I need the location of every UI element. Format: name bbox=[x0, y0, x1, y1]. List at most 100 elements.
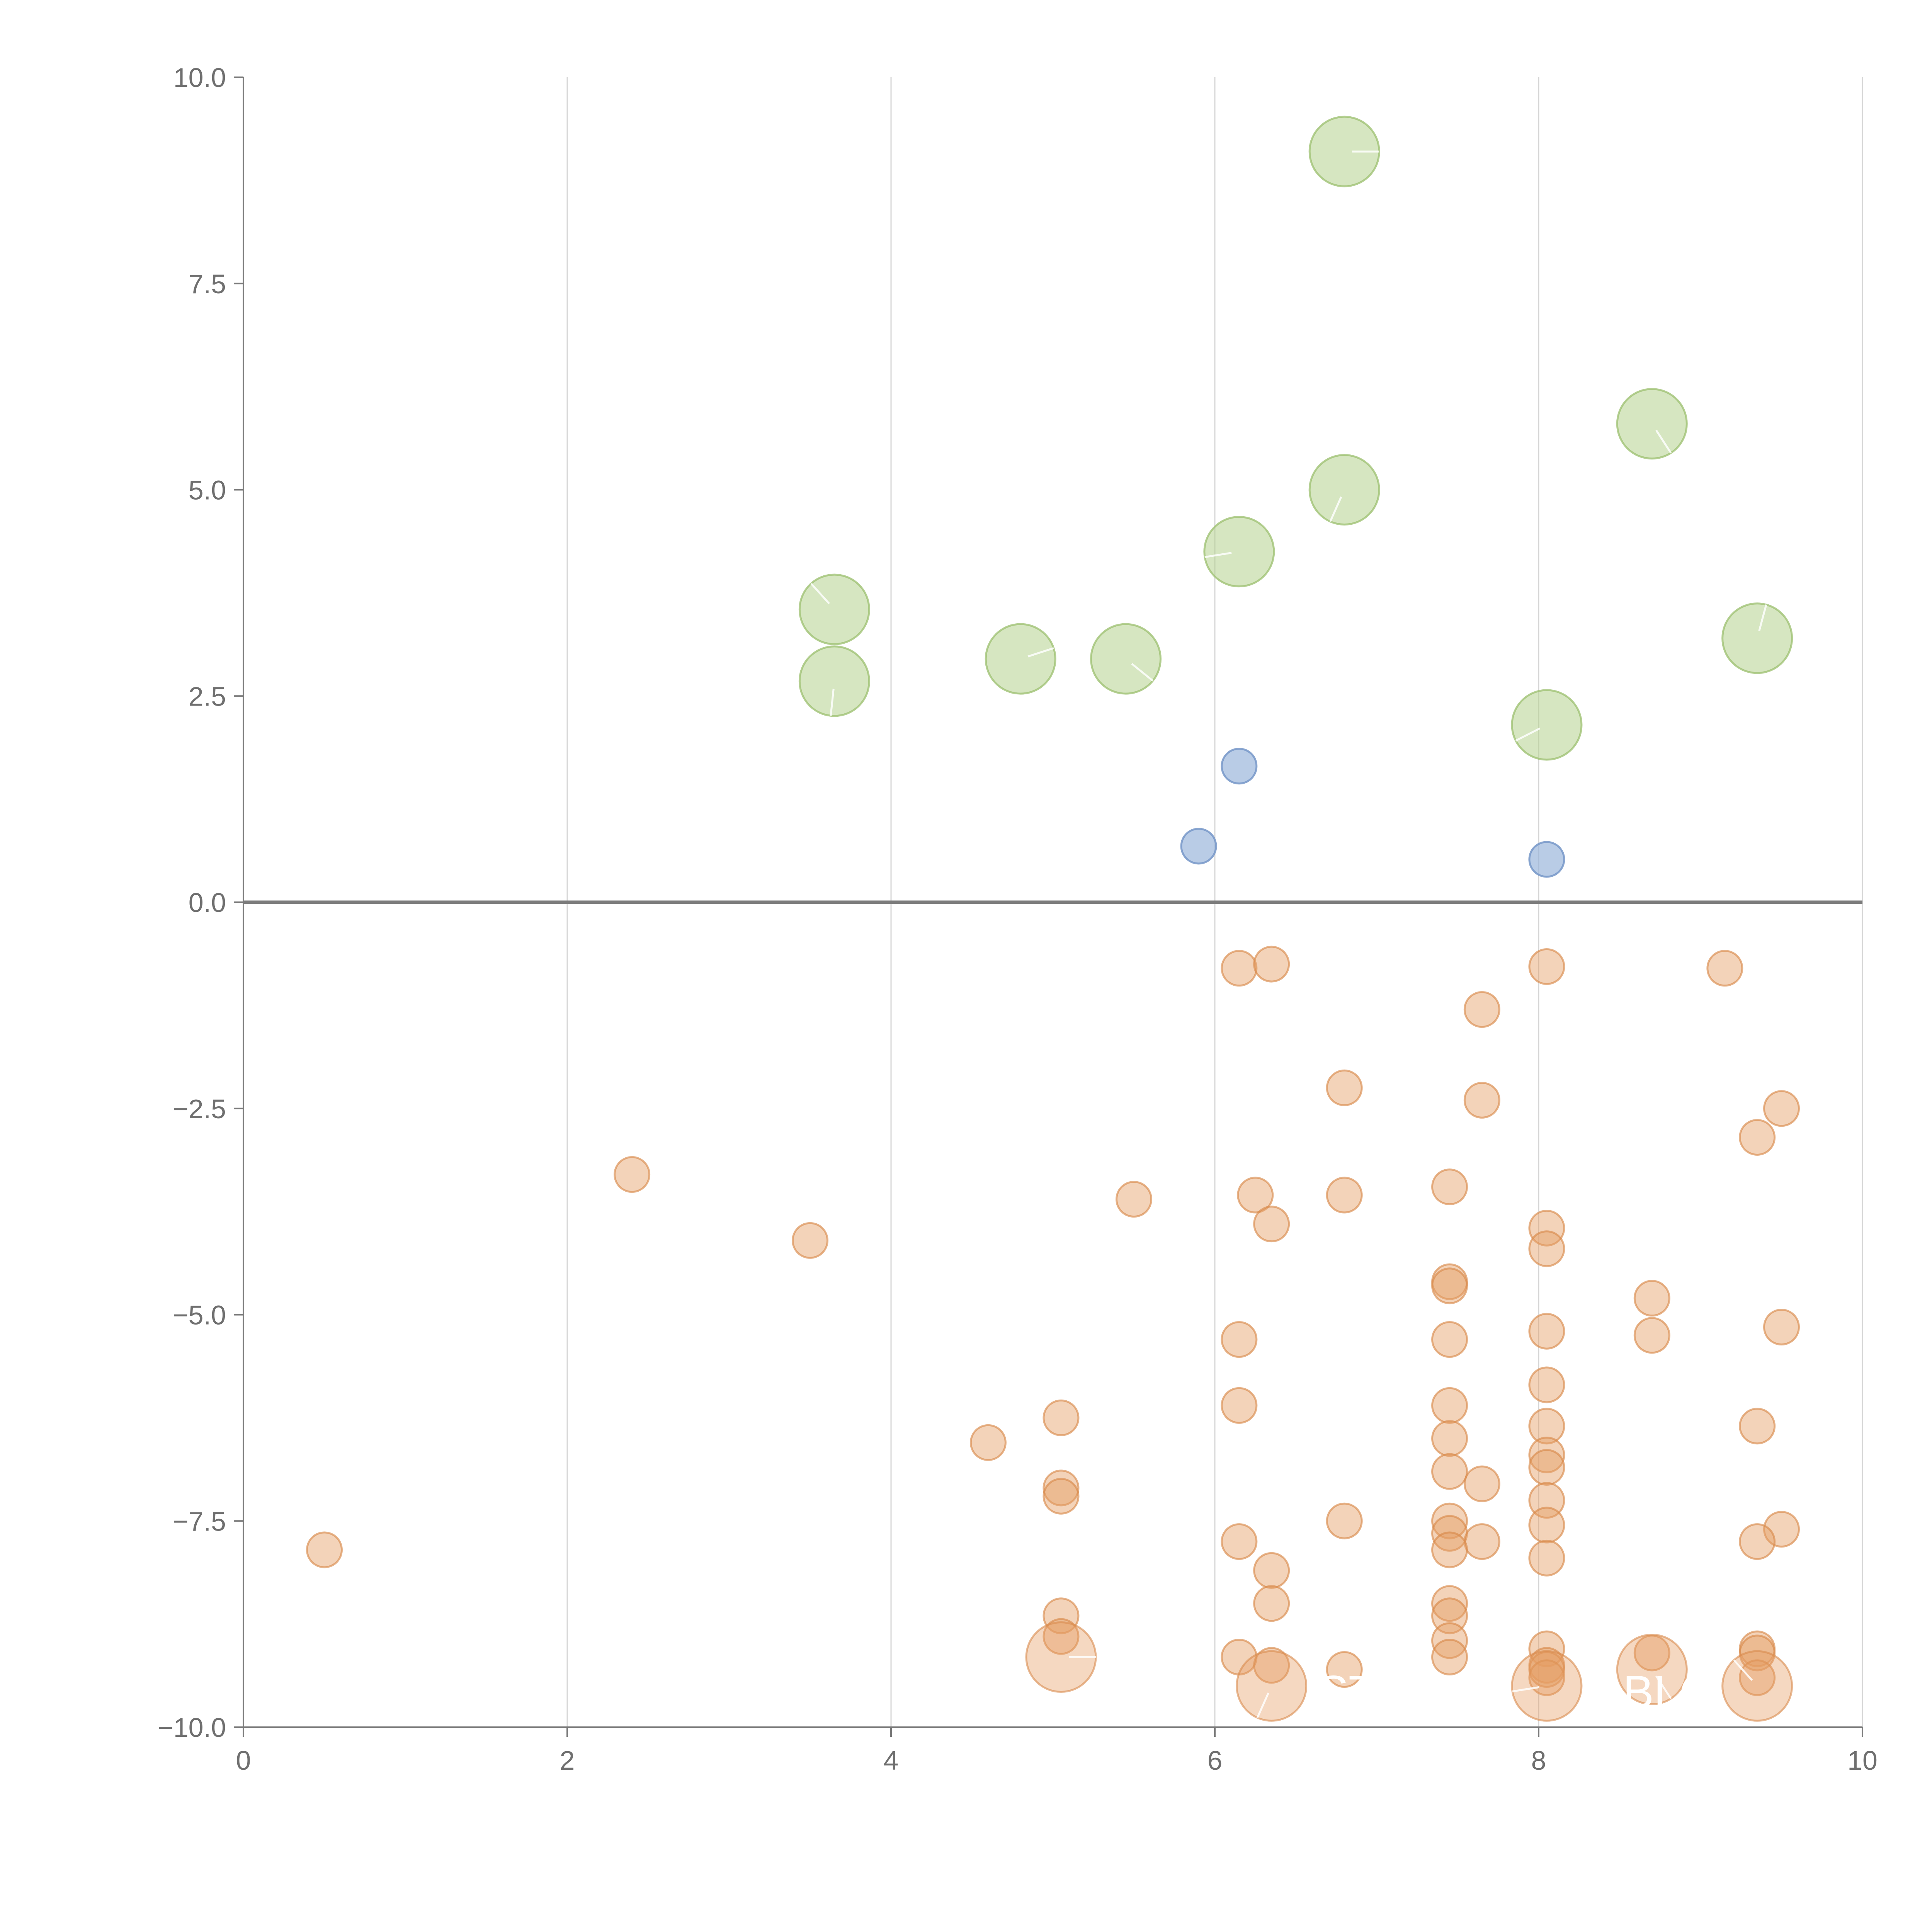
x-tick-label-0: 0 bbox=[236, 1745, 251, 1776]
bubble-negative-37 bbox=[1463, 1465, 1500, 1502]
bubble-negative-65 bbox=[1253, 1647, 1290, 1684]
bubble-negative-large-3 bbox=[1511, 1650, 1583, 1722]
bubble-negative-3 bbox=[1706, 950, 1743, 987]
axes: 0 2 4 6 8 10 10.0 7.5 5.0 2.5 0.0 −2.5 −5.0 −7.5 −10.0 bbox=[158, 63, 1878, 1776]
bubble-negative-7 bbox=[1739, 1119, 1776, 1156]
bubble-negative-23 bbox=[1221, 1321, 1258, 1358]
bubble-negative-57 bbox=[1043, 1618, 1080, 1655]
bubble-large-positive-6 bbox=[985, 623, 1056, 695]
leader-line-large-positive-8 bbox=[830, 689, 835, 716]
bubble-negative-8 bbox=[1763, 1090, 1800, 1127]
bubble-negative-22 bbox=[1763, 1309, 1800, 1346]
bubble-negative-27 bbox=[1221, 1387, 1258, 1424]
bubble-negative-49 bbox=[306, 1531, 343, 1568]
bubble-negative-43 bbox=[1763, 1511, 1800, 1548]
bubble-small-positive-0 bbox=[1221, 748, 1258, 785]
bubble-negative-19 bbox=[1431, 1267, 1468, 1304]
bubble-negative-30 bbox=[1528, 1408, 1565, 1445]
bubble-negative-10 bbox=[792, 1222, 828, 1259]
bubble-negative-44 bbox=[1528, 1507, 1565, 1544]
x-tick-label-5: 10 bbox=[1847, 1745, 1878, 1776]
leader-line-large-positive-6 bbox=[1027, 647, 1054, 658]
leader-line-large-positive-9 bbox=[1515, 727, 1541, 742]
leader-line-negative-large-3 bbox=[1512, 1686, 1539, 1692]
bubble-negative-55 bbox=[1043, 1597, 1080, 1634]
y-tick-label-1: 7.5 bbox=[189, 269, 226, 299]
annotation-label-1: ST bbox=[1318, 1666, 1377, 1718]
y-tick-label-5: −2.5 bbox=[173, 1094, 226, 1124]
bubble-large-positive-3 bbox=[1203, 516, 1275, 588]
annotation-label-2: BLO bbox=[1623, 1666, 1716, 1718]
bubble-negative-39 bbox=[1043, 1478, 1080, 1515]
bubble-large-positive-2 bbox=[1308, 454, 1380, 526]
bubble-large-positive-5 bbox=[1721, 602, 1793, 674]
x-tick-label-2: 4 bbox=[884, 1745, 899, 1776]
bubble-negative-46 bbox=[1221, 1523, 1258, 1560]
bubble-negative-6 bbox=[1463, 1082, 1500, 1119]
bubble-negative-13 bbox=[1253, 1206, 1290, 1243]
bubble-negative-15 bbox=[1431, 1168, 1468, 1206]
bubble-negative-16 bbox=[1528, 1209, 1565, 1247]
bubble-negative-54 bbox=[1431, 1585, 1468, 1622]
bubble-negative-26 bbox=[1528, 1366, 1565, 1403]
leader-line-large-positive-1 bbox=[1655, 430, 1672, 454]
bubble-labels: ST BLO bbox=[810, 150, 1767, 1718]
bubble-negative-63 bbox=[1431, 1639, 1468, 1676]
bubble-negative-24 bbox=[1431, 1321, 1468, 1358]
bubble-negative-34 bbox=[1528, 1436, 1565, 1473]
y-tick-label-3: 2.5 bbox=[189, 681, 226, 711]
bubble-large-positive-8 bbox=[798, 645, 870, 717]
leader-line-negative-large-2 bbox=[1256, 1692, 1269, 1718]
bubble-negative-50 bbox=[1431, 1531, 1468, 1568]
bubble-small-positive-1 bbox=[1180, 828, 1217, 865]
bubble-large-positive-4 bbox=[798, 573, 870, 645]
y-tick-label-0: 10.0 bbox=[173, 63, 226, 93]
leader-line-large-positive-3 bbox=[1204, 552, 1232, 558]
bubble-negative-38 bbox=[1043, 1469, 1080, 1507]
bubble-negative-29 bbox=[1043, 1399, 1080, 1436]
bubble-negative-35 bbox=[1528, 1449, 1565, 1486]
bubble-large-positive-1 bbox=[1616, 388, 1688, 460]
bubble-negative-14 bbox=[1326, 1177, 1363, 1214]
bubble-negative-17 bbox=[1528, 1230, 1565, 1267]
leader-line-large-positive-4 bbox=[810, 583, 830, 604]
bubble-negative-2 bbox=[1528, 948, 1565, 985]
bubbles bbox=[306, 116, 1800, 1722]
leader-line-large-positive-7 bbox=[1131, 663, 1154, 682]
y-tick-label-7: −7.5 bbox=[173, 1506, 226, 1536]
y-tick-label-8: −10.0 bbox=[158, 1713, 226, 1743]
y-tick-label-4: 0.0 bbox=[189, 888, 226, 918]
bubble-large-positive-7 bbox=[1090, 623, 1162, 695]
bubble-negative-large-2 bbox=[1236, 1650, 1308, 1722]
bubble-negative-47 bbox=[1463, 1523, 1500, 1560]
bubble-negative-9 bbox=[614, 1156, 651, 1193]
bubble-negative-12 bbox=[1237, 1177, 1274, 1214]
y-tick-label-6: −5.0 bbox=[173, 1300, 226, 1330]
bubble-negative-31 bbox=[1739, 1408, 1776, 1445]
x-tick-label-1: 2 bbox=[560, 1745, 575, 1776]
leader-line-negative-large-1 bbox=[1655, 1675, 1672, 1699]
bubble-negative-48 bbox=[1739, 1523, 1776, 1560]
leader-line-large-positive-2 bbox=[1329, 496, 1342, 522]
bubble-negative-53 bbox=[1253, 1585, 1290, 1622]
bubble-negative-51 bbox=[1528, 1539, 1565, 1577]
bubble-negative-36 bbox=[1431, 1453, 1468, 1490]
bubble-large-positive-9 bbox=[1511, 689, 1583, 761]
x-tick-label-4: 8 bbox=[1531, 1745, 1546, 1776]
bubble-negative-large-1 bbox=[1616, 1634, 1688, 1706]
bubble-negative-68 bbox=[1326, 1651, 1363, 1688]
bubble-negative-0 bbox=[1221, 950, 1258, 987]
bubble-negative-52 bbox=[1253, 1552, 1290, 1589]
bubble-negative-25 bbox=[1528, 1313, 1565, 1350]
bubble-negative-21 bbox=[1633, 1317, 1670, 1354]
bubble-negative-33 bbox=[1431, 1420, 1468, 1457]
bubble-negative-11 bbox=[1116, 1181, 1152, 1218]
bubble-small-positive-2 bbox=[1528, 841, 1565, 878]
leader-line-negative-large-4 bbox=[1733, 1659, 1753, 1681]
bubble-negative-5 bbox=[1326, 1069, 1363, 1106]
leader-line-large-positive-5 bbox=[1758, 604, 1767, 631]
bubble-negative-1 bbox=[1253, 946, 1290, 983]
bubble-negative-70 bbox=[1739, 1659, 1776, 1696]
y-tick-label-2: 5.0 bbox=[189, 475, 226, 505]
